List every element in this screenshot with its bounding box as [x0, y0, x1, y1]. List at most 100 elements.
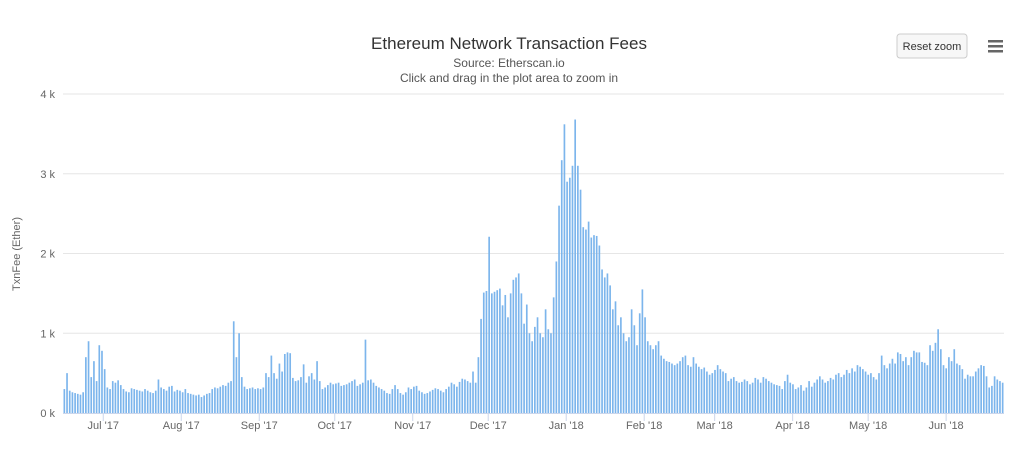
bar — [173, 391, 176, 413]
bar — [800, 385, 802, 413]
bar — [305, 382, 308, 413]
bar — [724, 373, 727, 414]
bar — [246, 389, 248, 413]
bar — [181, 392, 184, 413]
bar — [617, 325, 620, 413]
x-tick-label: Aug '17 — [163, 420, 200, 432]
bar — [574, 119, 577, 414]
bar — [509, 293, 512, 414]
bar — [286, 352, 289, 413]
bar — [568, 177, 571, 413]
bar — [563, 124, 566, 413]
bar — [119, 385, 122, 413]
bar — [708, 374, 711, 413]
bar — [703, 367, 706, 413]
bar — [552, 297, 555, 413]
bar — [235, 357, 238, 413]
bar — [684, 355, 687, 413]
bar — [754, 377, 757, 413]
bar — [786, 374, 789, 413]
bar — [353, 379, 356, 413]
bar — [531, 341, 533, 413]
bar — [870, 373, 872, 414]
bar — [961, 369, 964, 413]
bar — [176, 389, 179, 413]
bar — [536, 317, 539, 413]
y-tick-label: 2 k — [40, 249, 55, 261]
chart-subtitle-source: Source: Etherscan.io — [453, 56, 565, 70]
bar — [931, 350, 934, 413]
bar — [687, 365, 689, 413]
bar — [810, 386, 813, 413]
bar — [611, 309, 614, 413]
bar — [388, 393, 391, 413]
bar — [402, 394, 404, 413]
bar — [410, 389, 413, 413]
bar — [154, 390, 157, 413]
bar — [762, 377, 765, 413]
bar — [641, 289, 644, 413]
bar — [437, 389, 439, 413]
bar — [738, 382, 741, 413]
bar — [953, 349, 956, 413]
bar — [426, 393, 429, 413]
bar — [206, 393, 208, 413]
bar — [894, 363, 896, 413]
bar — [316, 361, 318, 413]
bar — [775, 385, 778, 413]
bar — [937, 329, 939, 413]
bar — [891, 358, 894, 413]
bar — [663, 358, 665, 413]
bar — [966, 374, 969, 413]
bar — [149, 392, 152, 413]
bar — [275, 378, 278, 413]
bar — [66, 373, 68, 414]
bar — [318, 381, 321, 413]
bar — [106, 387, 109, 413]
bar — [254, 389, 257, 413]
bar — [765, 378, 767, 413]
bar — [270, 355, 273, 413]
bar — [609, 285, 611, 413]
bar — [746, 381, 749, 413]
bar — [515, 277, 517, 413]
bar — [929, 345, 931, 413]
bar — [103, 369, 106, 413]
bar — [757, 379, 759, 413]
bar — [905, 357, 907, 413]
grid-lines — [63, 93, 1004, 334]
bar — [700, 369, 703, 413]
bar — [856, 365, 859, 413]
bar — [732, 377, 735, 413]
bar — [117, 380, 119, 413]
bar — [902, 361, 905, 413]
bar — [152, 393, 154, 413]
bar — [550, 333, 552, 413]
bar — [332, 384, 335, 413]
bar — [378, 387, 380, 413]
bar — [1001, 382, 1004, 413]
bar — [681, 357, 684, 413]
bar — [913, 350, 915, 413]
bar — [337, 382, 340, 413]
bar — [189, 393, 192, 413]
bar — [792, 384, 794, 413]
bar — [114, 382, 117, 413]
hamburger-menu-icon[interactable] — [982, 34, 1006, 58]
bar — [824, 382, 827, 413]
bar — [208, 393, 211, 413]
bar — [781, 389, 784, 413]
reset-zoom-button[interactable]: Reset zoom — [896, 33, 968, 59]
bar — [184, 389, 187, 413]
bar — [603, 277, 606, 413]
bar — [598, 245, 601, 413]
bar — [122, 389, 125, 413]
bar — [144, 389, 146, 413]
bar — [168, 386, 171, 413]
bar — [972, 376, 974, 413]
bar — [439, 390, 442, 413]
bar — [983, 365, 985, 413]
bar — [310, 373, 313, 414]
bar — [993, 376, 996, 413]
